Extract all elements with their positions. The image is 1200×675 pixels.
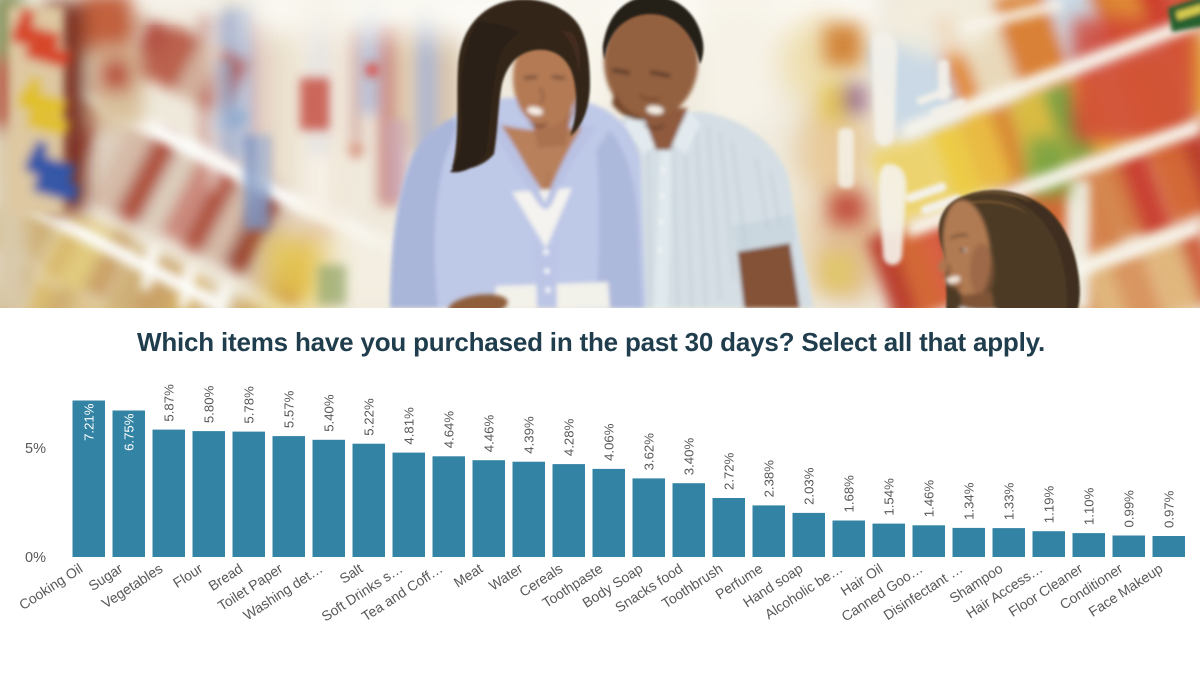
svg-text:1.68%: 1.68%: [842, 475, 857, 513]
svg-text:Meat: Meat: [451, 560, 486, 590]
svg-text:5.22%: 5.22%: [362, 398, 377, 436]
svg-text:4.46%: 4.46%: [482, 415, 497, 453]
svg-text:6.75%: 6.75%: [122, 413, 137, 451]
svg-text:1.54%: 1.54%: [882, 478, 897, 516]
svg-text:1.34%: 1.34%: [962, 482, 977, 520]
svg-text:3.62%: 3.62%: [642, 433, 657, 471]
svg-text:0.99%: 0.99%: [1122, 490, 1137, 528]
svg-text:3.40%: 3.40%: [682, 438, 697, 476]
svg-text:5%: 5%: [25, 441, 46, 457]
svg-text:5.40%: 5.40%: [322, 394, 337, 432]
svg-text:4.28%: 4.28%: [562, 418, 577, 456]
svg-text:1.46%: 1.46%: [922, 480, 937, 518]
svg-text:5.57%: 5.57%: [282, 390, 297, 428]
svg-text:Cooking Oil: Cooking Oil: [16, 560, 85, 613]
svg-text:0%: 0%: [25, 550, 46, 566]
svg-text:1.33%: 1.33%: [1002, 482, 1017, 520]
svg-text:1.10%: 1.10%: [1082, 487, 1097, 525]
svg-text:5.87%: 5.87%: [162, 384, 177, 422]
svg-text:0.97%: 0.97%: [1162, 490, 1177, 528]
svg-text:4.06%: 4.06%: [602, 423, 617, 461]
svg-text:2.38%: 2.38%: [762, 460, 777, 498]
svg-text:4.39%: 4.39%: [522, 416, 537, 454]
svg-text:2.72%: 2.72%: [722, 452, 737, 490]
svg-text:2.03%: 2.03%: [802, 467, 817, 505]
svg-text:5.78%: 5.78%: [242, 386, 257, 424]
svg-text:Flour: Flour: [170, 560, 206, 591]
svg-text:5.80%: 5.80%: [202, 385, 217, 423]
svg-text:7.21%: 7.21%: [82, 403, 97, 441]
svg-text:4.81%: 4.81%: [402, 407, 417, 445]
svg-text:1.19%: 1.19%: [1042, 486, 1057, 524]
svg-text:4.64%: 4.64%: [442, 411, 457, 449]
